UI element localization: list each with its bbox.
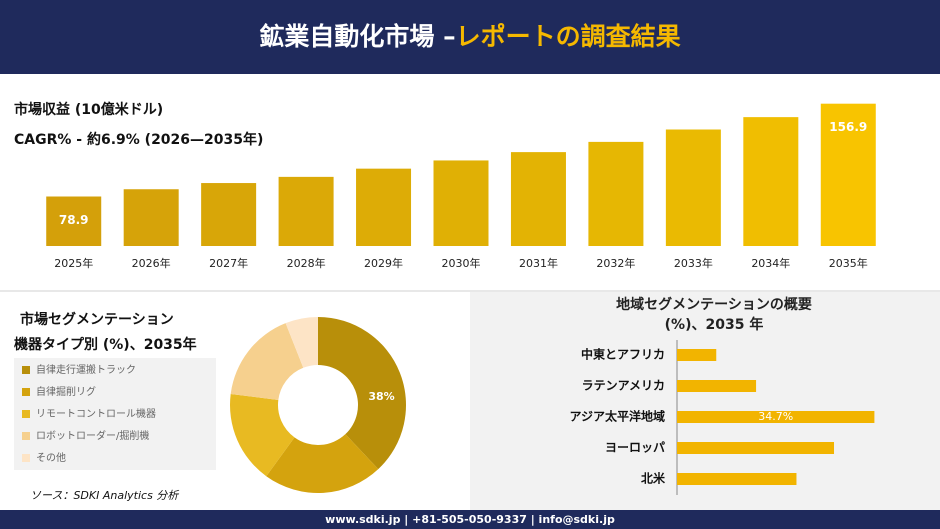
bar	[123, 189, 179, 246]
donut-slice	[318, 317, 406, 470]
revenue-title: 市場収益 (10億米ドル)	[14, 101, 163, 118]
category-label: 北米	[641, 471, 666, 486]
footer-bar	[0, 510, 940, 529]
legend-label: 自律走行運搬トラック	[36, 363, 136, 376]
legend-swatch	[22, 432, 30, 440]
legend-swatch	[22, 410, 30, 418]
segment-title: 市場セグメンテーション	[20, 311, 174, 328]
x-tick-label: 2035年	[829, 256, 868, 270]
region-title: 地域セグメンテーションの概要 (%)、2035 年	[616, 297, 812, 333]
x-tick-label: 2033年	[674, 256, 713, 270]
x-tick-label: 2034年	[751, 256, 790, 270]
bar	[677, 411, 875, 423]
legend-label: その他	[36, 451, 66, 464]
x-tick-label: 2031年	[519, 256, 558, 270]
legend-label: リモートコントロール機器	[36, 407, 156, 420]
legend-label: 自律掘削リグ	[36, 385, 96, 398]
bar	[677, 442, 835, 454]
legend-swatch	[22, 388, 30, 396]
header-bar	[0, 0, 940, 74]
legend-swatch	[22, 366, 30, 374]
bar	[510, 152, 566, 246]
revenue-subtitle: CAGR% - 約6.9% (2026—2035年)	[14, 131, 263, 148]
x-tick-label: 2026年	[132, 256, 171, 270]
x-tick-label: 2032年	[596, 256, 635, 270]
value-label: 156.9	[829, 120, 867, 134]
x-tick-label: 2028年	[287, 256, 326, 270]
bar	[820, 103, 876, 246]
bar	[677, 349, 717, 361]
x-tick-label: 2025年	[54, 256, 93, 270]
donut-slice	[230, 393, 295, 477]
category-label: ラテンアメリカ	[582, 379, 665, 393]
category-label: アジア太平洋地域	[569, 409, 665, 424]
x-tick-label: 2030年	[442, 256, 481, 270]
bar	[677, 380, 757, 392]
segment-subtitle: 機器タイプ別 (%)、2035年	[14, 336, 197, 353]
donut-slice	[266, 434, 379, 493]
bar	[588, 141, 644, 246]
bar	[677, 473, 797, 485]
title-highlight: レポートの調査結果	[456, 22, 681, 51]
bar	[356, 168, 412, 246]
footer-contact: www.sdki.jp | +81-505-050-9337 | info@sd…	[325, 513, 615, 526]
bar	[433, 160, 489, 246]
legend-swatch	[22, 454, 30, 462]
value-label: 34.7%	[758, 410, 793, 423]
donut-slice	[230, 323, 304, 400]
source: ソース：SDKI Analytics 分析	[30, 489, 180, 502]
header-title: 鉱業自動化市場 –レポートの調査結果	[259, 22, 680, 51]
category-label: ヨーロッパ	[605, 441, 665, 455]
bar	[278, 176, 334, 246]
bar	[46, 196, 102, 246]
x-tick-label: 2027年	[209, 256, 248, 270]
bar	[201, 183, 257, 246]
legend-label: ロボットローダー/掘削機	[36, 429, 149, 442]
donut-slice	[285, 317, 318, 368]
slice-label: 38%	[368, 390, 394, 403]
bar	[743, 117, 799, 246]
legend-box	[14, 358, 216, 470]
value-label: 78.9	[59, 213, 89, 227]
bar	[665, 129, 721, 246]
category-label: 中東とアフリカ	[581, 347, 665, 362]
title-main: 鉱業自動化市場 –	[259, 22, 455, 51]
x-tick-label: 2029年	[364, 256, 403, 270]
